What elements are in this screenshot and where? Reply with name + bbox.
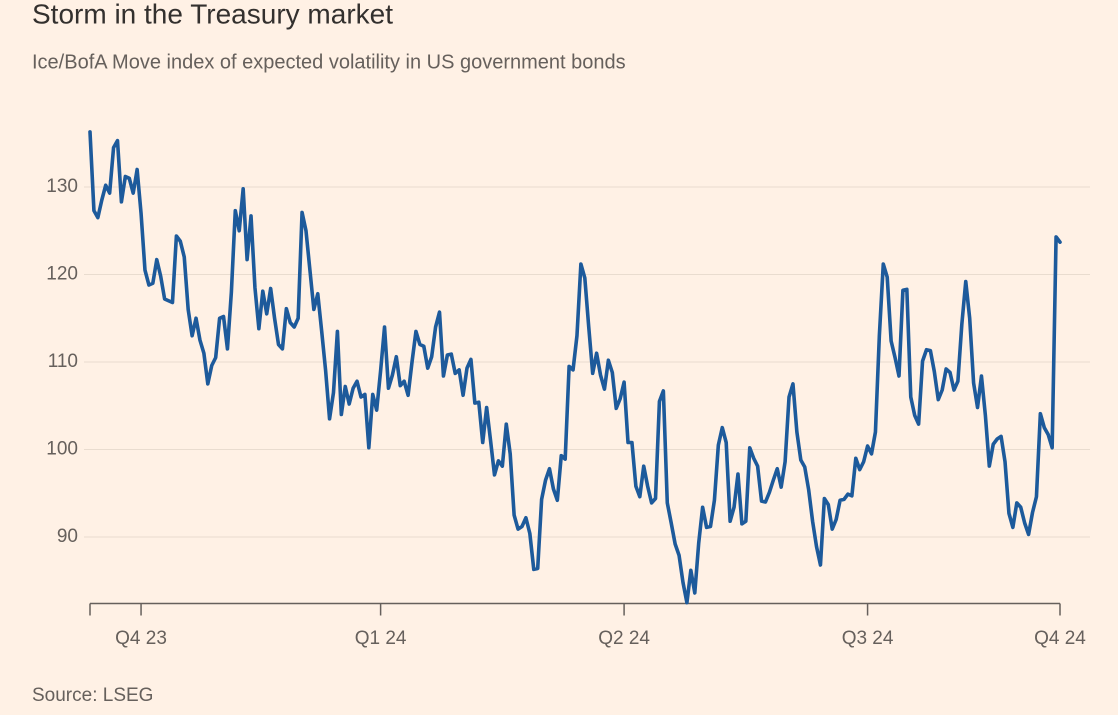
data-line — [88, 130, 1062, 605]
x-tick-label: Q4 23 — [115, 628, 167, 649]
chart-subtitle: Ice/BofA Move index of expected volatili… — [32, 51, 626, 73]
x-tick-label: Q1 24 — [355, 628, 407, 649]
x-tick-label: Q4 24 — [1034, 628, 1086, 649]
y-tick-label: 130 — [46, 176, 78, 197]
y-tick-label: 100 — [46, 439, 78, 460]
y-tick-label: 90 — [57, 526, 78, 547]
y-tick-label: 110 — [48, 351, 78, 372]
y-tick-label: 120 — [46, 264, 78, 285]
x-tick-label: Q3 24 — [842, 628, 894, 649]
source: Source: LSEG — [32, 685, 153, 706]
x-tick-label: Q2 24 — [598, 628, 650, 649]
chart-title: Storm in the Treasury market — [32, 0, 393, 29]
